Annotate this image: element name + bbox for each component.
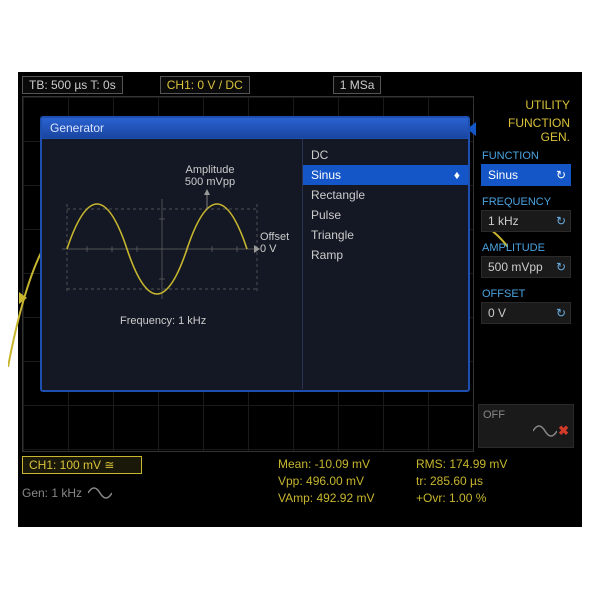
preview-frequency-label: Frequency: 1 kHz bbox=[120, 315, 206, 327]
stat-ovr: +Ovr: 1.00 % bbox=[416, 490, 546, 507]
side-button-offset[interactable]: 0 V ↻ bbox=[481, 302, 571, 324]
off-wave-icon: ✖ bbox=[533, 423, 569, 439]
wave-option-label: Sinus bbox=[311, 168, 341, 182]
side-button-frequency-value: 1 kHz bbox=[488, 214, 519, 228]
wave-option-pulse[interactable]: Pulse bbox=[303, 205, 468, 225]
timebase-readout: TB: 500 µs T: 0s bbox=[22, 76, 123, 94]
side-label-amplitude: AMPLITUDE bbox=[478, 238, 574, 256]
wave-option-sinus[interactable]: Sinus ♦ bbox=[303, 165, 468, 185]
side-button-amplitude-value: 500 mVpp bbox=[488, 260, 543, 274]
cycle-icon: ↻ bbox=[556, 214, 566, 228]
side-menu: UTILITY FUNCTION GEN. FUNCTION Sinus ↻ F… bbox=[478, 96, 574, 330]
side-button-frequency[interactable]: 1 kHz ↻ bbox=[481, 210, 571, 232]
stat-vpp: Vpp: 496.00 mV bbox=[278, 473, 408, 490]
oscilloscope-screen: TB: 500 µs T: 0s CH1: 0 V / DC 1 MSa UTI… bbox=[18, 72, 582, 527]
wave-option-rectangle[interactable]: Rectangle bbox=[303, 185, 468, 205]
generator-dialog: Generator Amplitude 500 mVpp Offset 0 V bbox=[40, 116, 470, 392]
top-status-bar: TB: 500 µs T: 0s CH1: 0 V / DC 1 MSa bbox=[22, 76, 578, 94]
preview-offset-label: Offset 0 V bbox=[260, 231, 289, 255]
sine-icon bbox=[88, 487, 112, 499]
samples-readout: 1 MSa bbox=[333, 76, 382, 94]
cycle-icon: ↻ bbox=[556, 168, 566, 182]
wave-option-dc[interactable]: DC bbox=[303, 145, 468, 165]
off-label: OFF bbox=[483, 409, 569, 421]
side-label-frequency: FREQUENCY bbox=[478, 192, 574, 210]
side-label-function: FUNCTION bbox=[478, 146, 574, 164]
side-button-function-value: Sinus bbox=[488, 168, 518, 182]
measurement-readouts: Mean: -10.09 mV RMS: 174.99 mV Vpp: 496.… bbox=[278, 456, 546, 507]
channel-scale-box[interactable]: CH1: 100 mV ≅ bbox=[22, 456, 142, 474]
wave-option-ramp[interactable]: Ramp bbox=[303, 245, 468, 265]
stat-mean: Mean: -10.09 mV bbox=[278, 456, 408, 473]
ground-marker-icon bbox=[19, 292, 27, 304]
side-title-utility: UTILITY bbox=[478, 96, 574, 114]
preview-waveform bbox=[62, 189, 262, 309]
side-title-funcgen: FUNCTION GEN. bbox=[478, 114, 574, 146]
generator-status: Gen: 1 kHz bbox=[22, 486, 112, 500]
preview-amplitude-label: Amplitude 500 mVpp bbox=[174, 164, 246, 188]
side-label-offset: OFFSET bbox=[478, 284, 574, 302]
stat-vamp: VAmp: 492.92 mV bbox=[278, 490, 408, 507]
wave-option-triangle[interactable]: Triangle bbox=[303, 225, 468, 245]
dialog-preview-pane: Amplitude 500 mVpp Offset 0 V bbox=[42, 139, 302, 389]
stat-tr: tr: 285.60 µs bbox=[416, 473, 546, 490]
side-button-function[interactable]: Sinus ↻ bbox=[481, 164, 571, 186]
side-button-amplitude[interactable]: 500 mVpp ↻ bbox=[481, 256, 571, 278]
cycle-icon: ↻ bbox=[556, 260, 566, 274]
channel-readout: CH1: 0 V / DC bbox=[160, 76, 250, 94]
cycle-icon: ↻ bbox=[556, 306, 566, 320]
side-button-offset-value: 0 V bbox=[488, 306, 506, 320]
updown-icon: ♦ bbox=[454, 168, 460, 182]
waveform-list: DC Sinus ♦ Rectangle Pulse Triangle Ramp bbox=[302, 139, 468, 389]
dialog-title: Generator bbox=[42, 118, 468, 139]
stat-rms: RMS: 174.99 mV bbox=[416, 456, 546, 473]
side-button-off[interactable]: OFF ✖ bbox=[478, 404, 574, 448]
